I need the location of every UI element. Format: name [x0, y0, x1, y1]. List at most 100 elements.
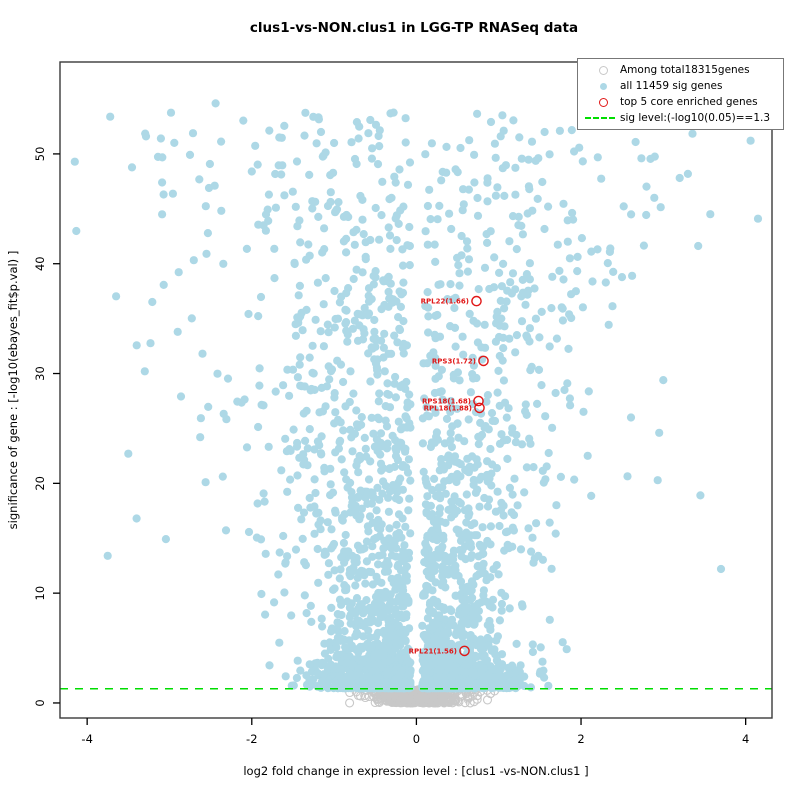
nonsig-point: [401, 692, 411, 702]
sig-point: [318, 658, 327, 667]
legend-label: all 11459 sig genes: [620, 80, 723, 92]
sig-point: [423, 665, 432, 674]
sig-point: [466, 543, 476, 552]
sig-point: [370, 442, 379, 451]
sig-point: [342, 681, 351, 690]
sig-point: [521, 300, 530, 309]
sig-point: [277, 170, 286, 179]
sig-point: [370, 355, 379, 364]
sig-point: [355, 310, 364, 319]
sig-point: [637, 154, 646, 163]
sig-point: [292, 673, 301, 683]
sig-point: [299, 508, 309, 517]
sig-point: [401, 412, 410, 421]
sig-point: [579, 407, 588, 416]
sig-point: [303, 461, 312, 470]
sig-point: [365, 512, 375, 521]
sig-point: [511, 348, 520, 357]
sig-point: [499, 344, 508, 353]
sig-point: [486, 540, 495, 549]
sig-point: [156, 134, 165, 143]
sig-point: [522, 463, 532, 472]
sig-point: [548, 272, 557, 281]
sig-point: [489, 565, 498, 574]
sig-point: [465, 136, 474, 145]
sig-point: [694, 241, 703, 251]
sig-point: [603, 259, 612, 268]
sig-point: [528, 206, 537, 215]
nonsig-point: [469, 697, 479, 707]
sig-point: [563, 216, 572, 225]
sig-point: [450, 452, 460, 461]
sig-point: [486, 117, 496, 127]
sig-point: [300, 558, 309, 567]
sig-point: [367, 643, 376, 652]
sig-point: [261, 210, 271, 219]
sig-point: [451, 165, 460, 174]
sig-point: [271, 387, 280, 396]
sig-point: [367, 154, 376, 163]
sig-point: [327, 544, 336, 553]
x-tick-label: 0: [413, 732, 420, 746]
sig-point: [493, 665, 502, 674]
sig-point: [540, 127, 549, 137]
sig-point: [352, 118, 361, 127]
sig-point: [301, 108, 310, 117]
sig-point: [483, 391, 492, 400]
sig-point: [247, 167, 256, 176]
sig-point: [422, 403, 431, 412]
nonsig-point: [370, 697, 380, 708]
sig-point: [556, 472, 566, 481]
sig-point: [434, 483, 444, 492]
sig-point: [158, 178, 167, 187]
sig-point: [628, 271, 637, 280]
sig-point: [153, 152, 163, 161]
sig-point: [366, 377, 375, 386]
sig-point: [503, 435, 512, 444]
sig-point: [565, 254, 575, 263]
sig-point: [391, 393, 400, 402]
sig-point: [324, 328, 333, 337]
sig-point: [187, 314, 196, 323]
sig-point: [435, 671, 444, 681]
sig-point: [675, 173, 684, 183]
sig-point: [293, 471, 302, 480]
sig-point: [242, 244, 251, 253]
sig-point: [450, 670, 459, 679]
sig-point: [305, 170, 314, 179]
sig-point: [433, 642, 442, 651]
sig-point: [368, 144, 377, 153]
sig-point: [349, 274, 358, 284]
sig-point: [491, 191, 500, 200]
sig-point: [174, 268, 183, 277]
sig-point: [441, 557, 450, 566]
sig-point: [378, 442, 387, 451]
sig-point: [516, 661, 525, 670]
sig-point: [500, 681, 510, 690]
sig-point: [474, 440, 483, 449]
sig-point: [462, 490, 471, 499]
sig-point: [420, 394, 429, 403]
sig-point: [259, 489, 268, 498]
sig-point: [384, 507, 393, 516]
sig-point: [295, 453, 304, 462]
sig-point: [372, 600, 381, 609]
sig-point: [351, 609, 360, 618]
sig-point: [487, 409, 497, 418]
sig-point: [570, 147, 579, 156]
sig-point: [384, 272, 393, 281]
sig-point: [619, 202, 628, 211]
sig-point: [255, 381, 264, 390]
sig-point: [420, 589, 429, 598]
sig-point: [314, 115, 323, 124]
sig-point: [291, 202, 300, 211]
sig-point: [103, 551, 112, 560]
sig-point: [431, 374, 440, 383]
sig-point: [386, 590, 395, 599]
sig-point: [217, 137, 226, 146]
sig-point: [478, 562, 487, 571]
sig-point: [470, 670, 479, 680]
sig-point: [558, 304, 567, 313]
sig-point: [430, 388, 439, 398]
sig-point: [493, 632, 502, 641]
